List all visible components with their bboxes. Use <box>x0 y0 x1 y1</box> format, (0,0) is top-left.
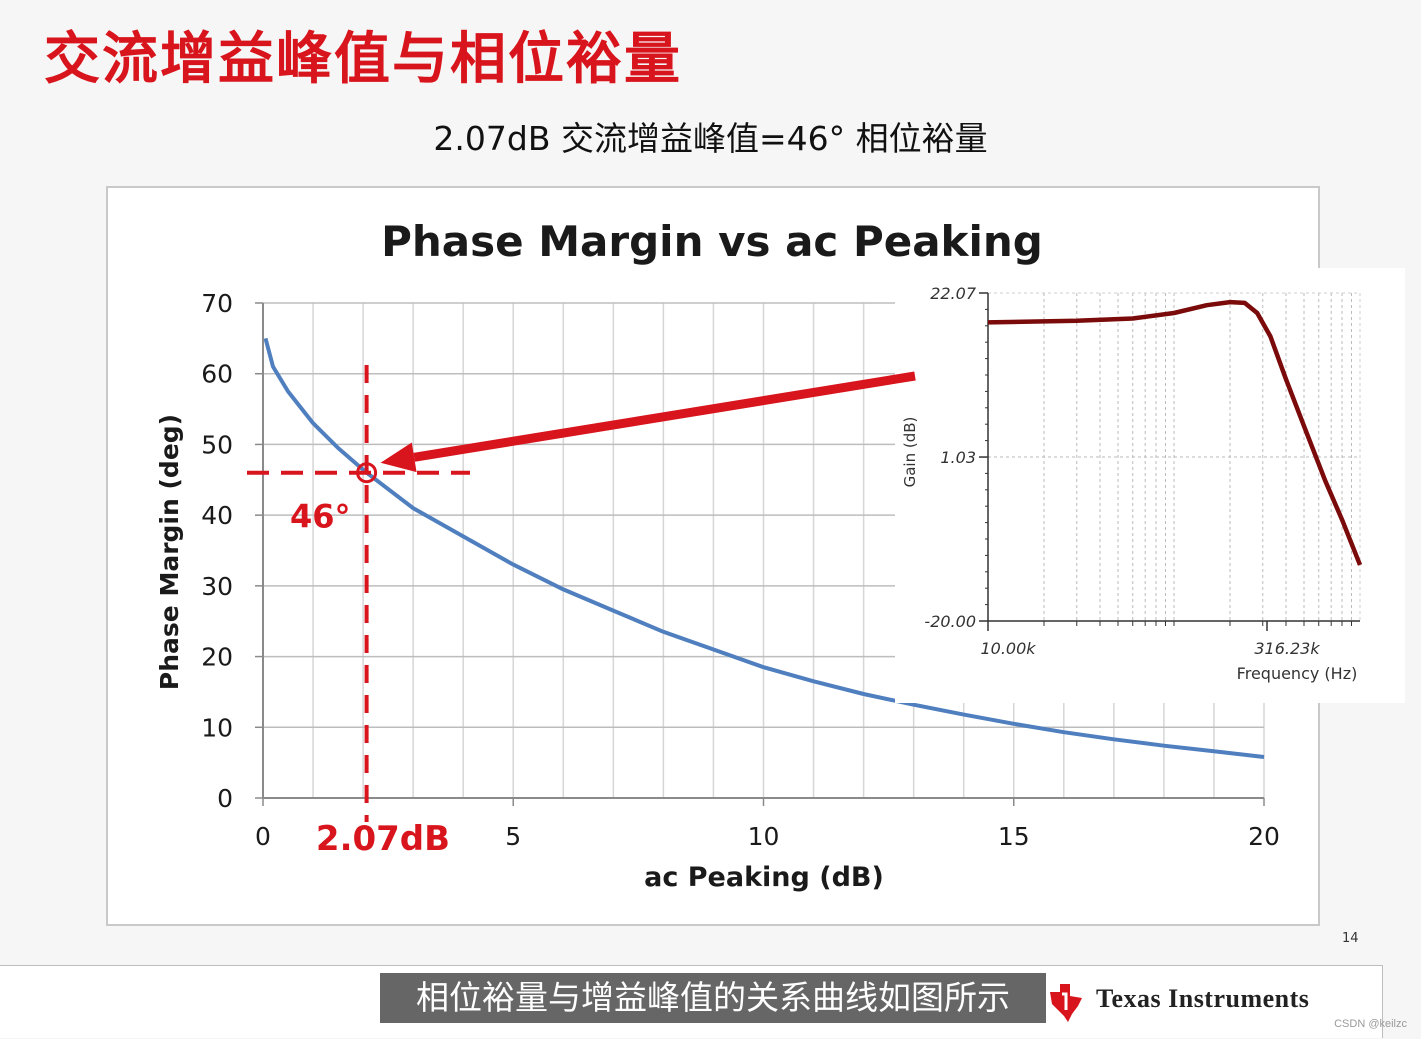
caption-banner: 相位裕量与增益峰值的关系曲线如图所示 <box>380 973 1046 1023</box>
logo-wordmark: Texas Instruments <box>1096 984 1310 1013</box>
texas-state-icon <box>1050 984 1082 1022</box>
slide-subtitle: 2.07dB 交流增益峰值=46° 相位裕量 <box>433 119 988 158</box>
watermark: CSDN @keilzc <box>1334 1018 1407 1030</box>
chart-frame <box>106 186 1320 926</box>
slide-title: 交流增益峰值与相位裕量 <box>44 26 682 92</box>
page-number: 14 <box>1342 931 1359 946</box>
